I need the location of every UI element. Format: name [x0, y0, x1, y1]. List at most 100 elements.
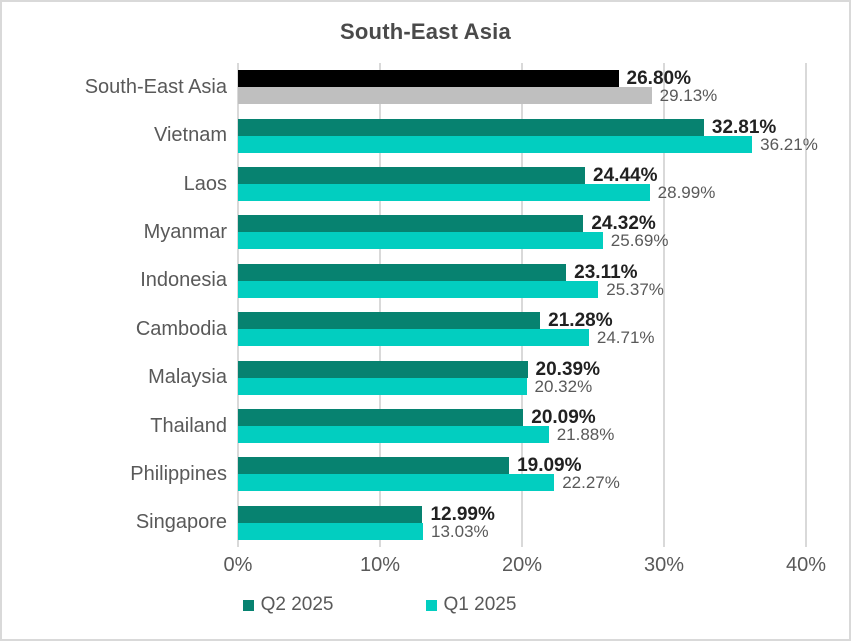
- category-label: Indonesia: [140, 269, 227, 292]
- bar-row: 32.81% 36.21%: [238, 111, 818, 159]
- value-label: 23.11%: [574, 261, 638, 283]
- bar-line: 36.21%: [238, 135, 818, 153]
- chart-body: South-East Asia Vietnam Laos Myanmar Indones…: [2, 63, 849, 547]
- bar-line: 12.99%: [238, 505, 806, 524]
- bar-line: 20.32%: [238, 376, 806, 396]
- bar-line: 25.37%: [238, 279, 806, 299]
- value-label: 26.80%: [626, 68, 691, 90]
- value-label: 28.99%: [657, 183, 716, 203]
- bar-q1-2025: [238, 135, 753, 153]
- x-tick-label: 10%: [359, 554, 401, 576]
- bar-line: 32.81%: [238, 116, 806, 138]
- bar-q1-2025: [238, 377, 527, 395]
- value-label: 29.13%: [659, 86, 718, 106]
- bar-q1-2025: [238, 232, 603, 250]
- category-label: Singapore: [135, 511, 227, 534]
- bar-line: 24.44%: [238, 165, 806, 187]
- bar-row: 26.80% 29.13%: [238, 63, 806, 111]
- bar-q1-2025: [238, 329, 589, 347]
- bar-q2-2025: [238, 215, 584, 233]
- gridline: [805, 63, 807, 547]
- bar-row: 24.32% 25.69%: [238, 208, 806, 256]
- bar-row: 20.39% 20.32%: [238, 353, 806, 401]
- x-tick-label: 30%: [643, 554, 685, 576]
- bar-q1-2025: [238, 87, 652, 105]
- x-tick-label: 20%: [501, 554, 543, 576]
- value-label: 20.09%: [531, 407, 596, 429]
- value-label: 21.88%: [556, 425, 615, 445]
- bar-row: 12.99% 13.03%: [238, 499, 806, 547]
- value-label: 20.32%: [534, 376, 593, 396]
- bar-line: 26.80%: [238, 68, 806, 90]
- category-label: Myanmar: [143, 220, 227, 243]
- bar-row: 23.11% 25.37%: [238, 257, 806, 305]
- bar-q1-2025: [238, 184, 650, 202]
- gridline: [521, 63, 523, 547]
- bar-q1-2025: [238, 280, 599, 298]
- x-axis-spacer: [2, 547, 238, 577]
- value-label: 24.71%: [596, 328, 655, 348]
- bar-q1-2025: [238, 522, 424, 540]
- value-label: 32.81%: [711, 116, 777, 138]
- value-label: 22.27%: [562, 473, 620, 493]
- legend-label: Q2 2025: [260, 594, 334, 615]
- value-label: 24.32%: [591, 213, 656, 235]
- category-axis: South-East Asia Vietnam Laos Myanmar Indones…: [2, 63, 238, 547]
- category-label: South-East Asia: [84, 75, 227, 98]
- gridline: [663, 63, 665, 547]
- legend-label: Q1 2025: [443, 594, 517, 615]
- bar-q2-2025: [238, 409, 524, 427]
- category-label: Philippines: [130, 462, 227, 485]
- value-label: 24.44%: [593, 165, 658, 187]
- category-label: Laos: [183, 172, 227, 195]
- bar-line: 21.28%: [238, 311, 806, 330]
- category-label: Cambodia: [135, 317, 227, 340]
- value-label: 20.39%: [535, 358, 600, 380]
- bar-q2-2025: [238, 360, 528, 378]
- bar-q2-2025: [238, 167, 586, 185]
- legend-swatch-icon: [242, 599, 254, 611]
- legend-item-q1-2025: Q1 2025: [425, 594, 517, 616]
- value-label: 25.37%: [606, 279, 664, 299]
- bar-row: 20.09% 21.88%: [238, 402, 806, 450]
- bar-row: 19.09% 22.27%: [238, 450, 806, 498]
- bar-line: 28.99%: [238, 183, 806, 203]
- legend-swatch-icon: [425, 599, 437, 611]
- gridline: [379, 63, 381, 547]
- bar-line: 22.27%: [238, 473, 806, 493]
- bar-row: 21.28% 24.71%: [238, 305, 806, 353]
- bar-line: 25.69%: [238, 231, 806, 251]
- bar-line: 13.03%: [238, 521, 806, 541]
- x-axis-row: 0% 10% 20% 30% 40%: [2, 547, 849, 577]
- bar-row: 24.44% 28.99%: [238, 160, 806, 208]
- bar-q2-2025: [238, 70, 619, 88]
- bar-line: 19.09%: [238, 455, 806, 477]
- x-axis: 0% 10% 20% 30% 40%: [224, 547, 826, 577]
- value-label: 19.09%: [517, 455, 582, 477]
- bar-q2-2025: [238, 312, 541, 330]
- chart-title: South-East Asia: [340, 19, 511, 44]
- legend-item-q2-2025: Q2 2025: [242, 594, 334, 616]
- bar-q2-2025: [238, 505, 423, 523]
- bar-line: 29.13%: [238, 86, 806, 106]
- value-label: 25.69%: [610, 231, 669, 251]
- y-axis-line: [237, 63, 239, 547]
- bar-q2-2025: [238, 118, 704, 136]
- gridlines: [237, 63, 807, 547]
- x-tick-label: 0%: [223, 554, 253, 576]
- value-label: 13.03%: [431, 521, 489, 541]
- bar-line: 23.11%: [238, 261, 806, 283]
- x-tick-label: 40%: [785, 554, 827, 576]
- legend: Q2 2025 Q1 2025: [2, 594, 803, 616]
- bar-rows: 26.80% 29.13% 32.81% 36.21% 24.44% 28.99% 24.3…: [238, 63, 818, 547]
- category-label: Malaysia: [148, 366, 227, 389]
- bar-line: 20.09%: [238, 407, 806, 429]
- bar-line: 24.71%: [238, 328, 806, 348]
- bar-line: 24.32%: [238, 213, 806, 235]
- bar-q2-2025: [238, 457, 510, 475]
- category-label: Thailand: [150, 414, 227, 437]
- category-label: Vietnam: [153, 124, 227, 147]
- bar-q1-2025: [238, 474, 555, 492]
- bar-q1-2025: [238, 426, 549, 444]
